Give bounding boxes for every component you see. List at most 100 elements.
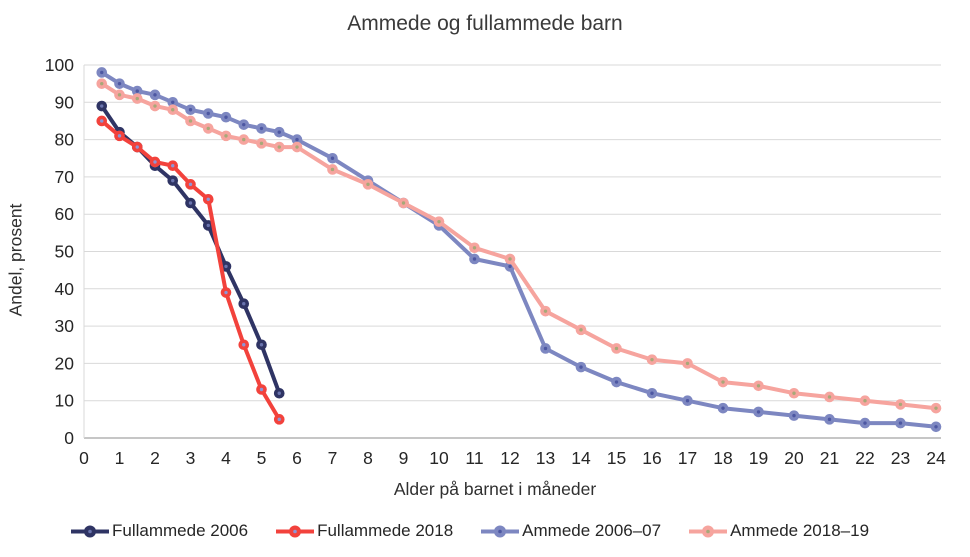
data-point-dot-ammede-2006-07-12 [508,264,512,269]
data-point-dot-ammede-2018-19-3.5 [206,126,210,131]
legend-marker-dot-fullammede-2006 [88,529,92,533]
data-point-dot-ammede-2018-19-2.5 [171,108,175,112]
x-tick-label-18: 18 [713,448,732,468]
x-tick-label-24: 24 [926,448,946,468]
data-point-dot-ammede-2018-19-1 [117,93,122,97]
y-tick-label-80: 80 [55,130,75,150]
x-tick-label-8: 8 [363,448,373,468]
data-point-dot-ammede-2006-07-1.5 [135,89,139,93]
data-point-dot-ammede-2018-19-15 [614,346,619,351]
data-point-dot-ammede-2006-07-18 [721,406,725,410]
data-point-dot-ammede-2018-19-20 [792,391,796,395]
data-point-dot-fullammede-2006-3.5 [206,223,210,228]
data-point-dot-ammede-2018-19-19 [756,384,761,388]
data-point-dot-ammede-2018-19-16 [650,357,654,362]
data-point-dot-fullammede-2006-3 [188,201,193,205]
data-point-dot-fullammede-2006-0.5 [100,104,104,108]
data-point-dot-ammede-2018-19-11 [472,246,477,250]
data-point-dot-ammede-2006-07-15 [614,380,619,384]
data-point-dot-ammede-2006-07-7 [330,156,335,160]
y-tick-label-90: 90 [55,92,75,112]
chart-legend: Fullammede 2006 Fullammede 2018 Ammede 2… [70,521,869,541]
chart-title: Ammede og fullammede barn [347,12,623,35]
data-point-dot-ammede-2006-07-19 [756,410,761,414]
data-point-dot-ammede-2006-07-6 [295,137,299,142]
data-point-dot-ammede-2018-19-8 [366,182,370,187]
y-tick-label-40: 40 [55,279,75,299]
y-tick-label-20: 20 [55,353,75,373]
data-point-dot-ammede-2006-07-0.5 [100,70,104,75]
x-tick-label-3: 3 [186,448,196,468]
y-tick-label-50: 50 [55,242,75,262]
data-point-dot-ammede-2006-07-16 [650,391,654,395]
data-point-dot-ammede-2018-19-18 [721,380,725,384]
y-tick-label-60: 60 [55,204,75,224]
legend-item-ammede-2006-07: Ammede 2006–07 [480,521,661,541]
y-tick-label-10: 10 [55,391,75,411]
data-point-dot-ammede-2018-19-5 [259,141,264,146]
data-point-dot-ammede-2018-19-6 [295,145,299,149]
x-tick-label-6: 6 [292,448,302,468]
legend-swatch-line-icon [689,525,728,537]
data-point-dot-fullammede-2018-2 [153,160,157,164]
data-point-dot-fullammede-2018-1 [117,134,122,138]
x-tick-label-20: 20 [784,448,804,468]
data-point-dot-ammede-2018-19-21 [827,395,832,399]
data-point-dot-fullammede-2006-4 [224,264,228,269]
x-tick-label-14: 14 [571,448,591,468]
x-tick-label-17: 17 [678,448,697,468]
data-point-dot-fullammede-2018-2.5 [171,164,175,168]
x-tick-label-22: 22 [855,448,874,468]
x-tick-label-0: 0 [79,448,89,468]
data-point-dot-ammede-2018-19-3 [188,119,193,123]
legend-marker-dot-fullammede-2018 [293,529,297,533]
data-point-dot-ammede-2006-07-13 [543,346,548,351]
x-tick-label-7: 7 [328,448,338,468]
data-point-dot-ammede-2018-19-4 [224,134,228,138]
data-point-dot-ammede-2006-07-1 [117,81,122,86]
x-tick-label-1: 1 [115,448,125,468]
legend-item-ammede-2018-19: Ammede 2018–19 [688,521,869,541]
series-line-fullammede-2018 [99,118,282,422]
data-point-dot-ammede-2018-19-12 [508,257,512,261]
data-point-dot-ammede-2018-19-23 [898,402,903,407]
legend-label: Fullammede 2006 [112,521,249,540]
y-tick-label-70: 70 [55,167,75,187]
data-point-dot-ammede-2006-07-2.5 [171,100,175,105]
data-point-dot-ammede-2006-07-2 [153,93,157,97]
x-tick-label-12: 12 [500,448,519,468]
data-point-dot-ammede-2018-19-0.5 [100,81,104,86]
legend-label: Ammede 2006–07 [522,521,662,540]
data-point-dot-ammede-2018-19-9 [401,201,406,205]
legend-item-fullammede-2006: Fullammede 2006 [70,521,248,541]
data-point-dot-fullammede-2006-5 [259,343,264,347]
data-point-dot-ammede-2018-19-5.5 [277,145,281,149]
data-point-dot-fullammede-2018-4.5 [242,343,246,347]
legend-item-fullammede-2018: Fullammede 2018 [275,521,453,541]
data-point-dot-ammede-2006-07-4 [224,115,228,119]
data-point-dot-ammede-2006-07-24 [934,425,938,429]
data-point-dot-ammede-2006-07-5 [259,126,264,131]
data-point-dot-ammede-2006-07-22 [863,421,867,425]
x-tick-label-2: 2 [150,448,160,468]
data-point-dot-ammede-2018-19-17 [685,361,690,366]
data-point-dot-ammede-2018-19-4.5 [242,137,246,142]
x-tick-label-9: 9 [399,448,409,468]
data-point-dot-fullammede-2018-3.5 [206,197,210,201]
data-point-dot-ammede-2018-19-22 [863,399,867,403]
legend-swatch-line-icon [481,525,520,537]
data-point-dot-ammede-2018-19-24 [934,406,938,410]
series-line-fullammede-2006 [99,104,282,396]
data-point-dot-ammede-2018-19-13 [543,309,548,313]
data-point-dot-ammede-2006-07-11 [472,257,477,261]
data-point-dot-fullammede-2018-3 [188,182,193,187]
data-point-dot-ammede-2006-07-20 [792,413,796,418]
data-point-dot-fullammede-2018-1.5 [135,145,139,149]
x-tick-label-15: 15 [607,448,626,468]
legend-swatch-line-icon [276,525,315,537]
x-tick-label-4: 4 [221,448,231,468]
data-point-dot-ammede-2006-07-21 [827,417,832,422]
data-point-dot-fullammede-2006-5.5 [277,391,281,395]
